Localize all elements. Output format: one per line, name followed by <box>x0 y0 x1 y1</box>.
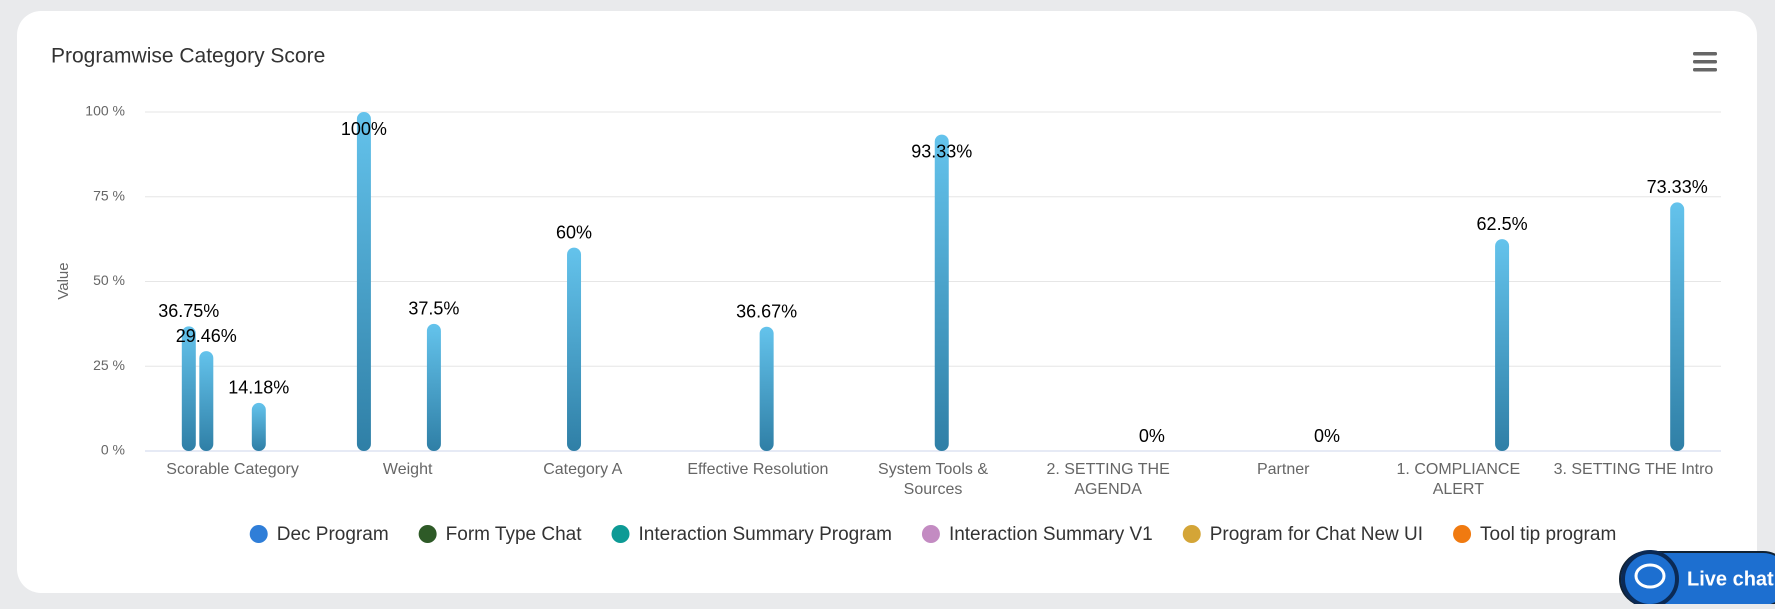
legend-marker <box>418 525 437 543</box>
data-label: 60% <box>556 222 592 242</box>
legend-item[interactable]: Program for Chat New UI <box>1182 524 1423 545</box>
x-tick-label-line: AGENDA <box>1074 481 1142 498</box>
x-tick-label: Category A <box>543 461 622 478</box>
bar <box>759 326 774 451</box>
y-tick-label: 25 % <box>93 357 125 373</box>
legend-label: Form Type Chat <box>446 524 583 545</box>
bar <box>934 134 949 451</box>
data-label: 29.46% <box>176 326 237 346</box>
x-tick-label-line: System Tools & <box>878 461 988 478</box>
x-tick-label: Scorable Category <box>166 461 299 478</box>
bar <box>426 323 441 451</box>
legend-label: Program for Chat New UI <box>1210 524 1423 545</box>
legend-marker <box>1453 525 1472 543</box>
x-tick-label: Partner <box>1257 461 1310 478</box>
chart-title: Programwise Category Score <box>51 45 325 68</box>
data-label: 36.67% <box>736 301 797 321</box>
legend-marker <box>249 525 268 543</box>
legend-label: Interaction Summary V1 <box>949 524 1153 545</box>
x-tick-label-line: Sources <box>904 481 963 498</box>
x-tick-label-line: 1. COMPLIANCE <box>1397 461 1521 478</box>
legend-marker <box>1182 525 1201 543</box>
data-label: 73.33% <box>1647 177 1708 197</box>
legend-marker <box>921 525 940 543</box>
x-tick-label: Weight <box>383 461 433 478</box>
y-axis-title: Value <box>55 262 72 299</box>
legend-label: Tool tip program <box>1480 524 1616 545</box>
data-label: 0% <box>1314 426 1340 446</box>
x-tick-label: System Tools & Sources <box>878 461 988 498</box>
bar <box>251 402 266 451</box>
bar <box>356 112 371 451</box>
data-label: 36.75% <box>158 301 219 321</box>
x-tick-label: 1. COMPLIANCE ALERT <box>1397 461 1521 498</box>
bar <box>567 247 582 451</box>
legend-item[interactable]: Dec Program <box>249 524 389 545</box>
bar <box>181 326 196 451</box>
y-tick-label: 100 % <box>85 103 125 119</box>
data-label: 0% <box>1139 426 1165 446</box>
legend-item[interactable]: Interaction Summary Program <box>611 524 892 545</box>
y-tick-label: 0 % <box>101 442 125 458</box>
card <box>17 11 1757 593</box>
data-label: 100% <box>341 119 387 139</box>
bar <box>199 351 214 451</box>
legend: Dec Program Form Type Chat Interaction Sum… <box>249 524 1616 545</box>
legend-item[interactable]: Interaction Summary V1 <box>921 524 1153 545</box>
x-tick-label-line: 2. SETTING THE <box>1046 461 1169 478</box>
data-label: 14.18% <box>228 378 289 398</box>
data-label: 37.5% <box>408 299 459 319</box>
y-tick-label: 75 % <box>93 187 125 203</box>
legend-marker <box>611 525 630 543</box>
x-tick-label: 2. SETTING THE AGENDA <box>1046 461 1169 498</box>
legend-label: Interaction Summary Program <box>639 524 892 545</box>
bar <box>1670 202 1685 451</box>
legend-item[interactable]: Form Type Chat <box>418 524 583 545</box>
menu-icon[interactable] <box>1693 52 1717 72</box>
x-tick-label: 3. SETTING THE Intro <box>1554 461 1714 478</box>
live-chat-button[interactable]: Live chat <box>1619 550 1775 608</box>
x-tick-label: Effective Resolution <box>687 461 828 478</box>
x-tick-label-line: ALERT <box>1433 481 1485 498</box>
data-label: 62.5% <box>1477 214 1528 234</box>
bar <box>1495 239 1510 451</box>
y-tick-label: 50 % <box>93 272 125 288</box>
data-label: 93.33% <box>911 141 972 161</box>
live-chat-label[interactable]: Live chat <box>1687 568 1774 590</box>
legend-item[interactable]: Tool tip program <box>1453 524 1616 545</box>
legend-label: Dec Program <box>277 524 389 545</box>
